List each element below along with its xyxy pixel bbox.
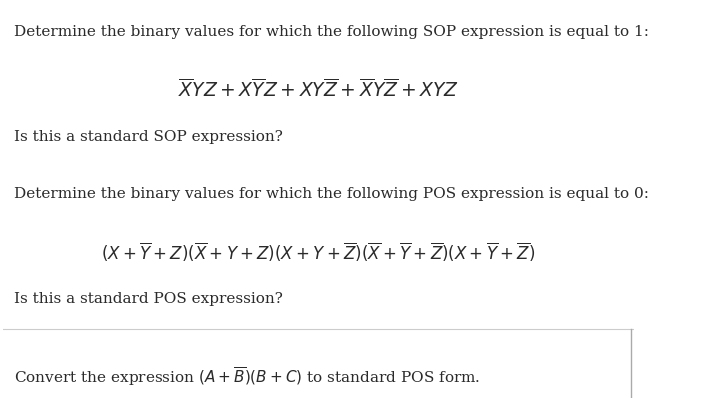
Text: $(X + \overline{Y} + Z)(\overline{X} + Y + Z)(X + Y + \overline{Z})(\overline{X}: $(X + \overline{Y} + Z)(\overline{X} + Y…: [101, 240, 535, 263]
Text: Is this a standard SOP expression?: Is this a standard SOP expression?: [14, 129, 283, 143]
Text: Convert the expression $(A + \overline{B})(B + C)$ to standard POS form.: Convert the expression $(A + \overline{B…: [14, 365, 481, 387]
Text: Determine the binary values for which the following POS expression is equal to 0: Determine the binary values for which th…: [14, 186, 649, 200]
Text: Determine the binary values for which the following SOP expression is equal to 1: Determine the binary values for which th…: [14, 24, 649, 38]
Text: $\overline{X}YZ + X\overline{Y}Z + XY\overline{Z} + \overline{X}Y\overline{Z} + : $\overline{X}YZ + X\overline{Y}Z + XY\ov…: [178, 78, 458, 101]
Text: Is this a standard POS expression?: Is this a standard POS expression?: [14, 292, 283, 306]
